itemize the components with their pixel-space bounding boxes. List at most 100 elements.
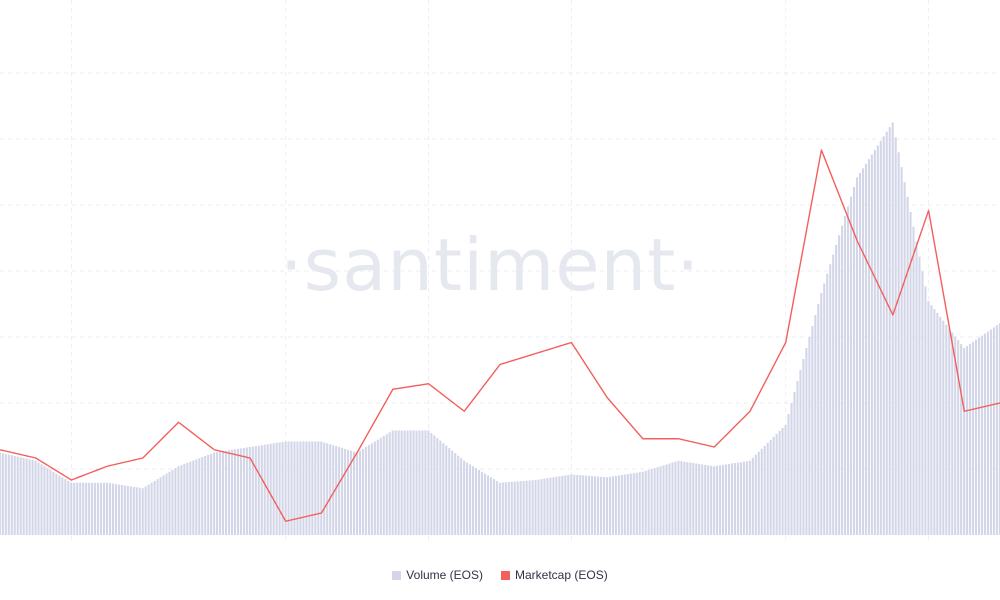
volume-bar (85, 482, 88, 535)
volume-bar (534, 480, 537, 535)
volume-bar (516, 481, 519, 536)
volume-bar (969, 343, 972, 536)
volume-bar (394, 430, 397, 535)
volume-bar (186, 462, 189, 535)
volume-bar (614, 475, 617, 536)
volume-bar (906, 196, 909, 536)
volume-bar (427, 430, 430, 535)
volume-bar (105, 482, 109, 535)
volume-bar (180, 465, 183, 535)
volume-bar (296, 441, 299, 535)
volume-bar (567, 474, 570, 535)
volume-bar (986, 331, 989, 535)
volume-bar (13, 455, 16, 535)
volume-bar (814, 315, 817, 535)
volume-bar (888, 127, 891, 535)
chart-canvas: ·santiment· 07 Aug 2210 Aug 2212 Aug 221… (0, 0, 1000, 540)
legend-item-volume[interactable]: Volume (EOS) (392, 568, 483, 582)
volume-bar (811, 326, 814, 535)
volume-bar (204, 455, 207, 535)
volume-bar (159, 477, 162, 535)
volume-bar (361, 448, 364, 535)
volume-bar (829, 264, 832, 536)
volume-bar (287, 441, 290, 535)
volume-bar (135, 487, 138, 535)
volume-bar (808, 337, 811, 535)
volume-bar (403, 430, 406, 535)
volume-bar (150, 482, 153, 535)
legend-item-marketcap[interactable]: Marketcap (EOS) (501, 568, 608, 582)
volume-bar (213, 452, 216, 535)
volume-bar (61, 477, 64, 535)
volume-bar (111, 483, 114, 535)
volume-bar (998, 323, 1000, 535)
volume-bar (844, 216, 847, 535)
volume-bar (850, 196, 853, 535)
volume-bar (314, 441, 317, 535)
volume-bar (751, 457, 754, 535)
volume-bar (501, 482, 504, 535)
volume-bar (489, 477, 492, 535)
volume-bar (772, 436, 775, 535)
volume-bar (347, 449, 350, 535)
volume-bar (352, 451, 356, 535)
volume-bar (870, 154, 873, 535)
volume-bar (364, 447, 367, 535)
volume-bar (153, 480, 156, 535)
volume-bar (915, 241, 918, 536)
volume-bar (623, 474, 626, 535)
volume-bar (754, 454, 757, 535)
volume-bar (957, 340, 960, 535)
volume-bar (329, 444, 332, 535)
volume-bar (864, 163, 867, 535)
volume-bar (736, 462, 739, 535)
volume-bar (183, 463, 186, 535)
volume-bar (480, 471, 484, 535)
volume-bar (350, 450, 353, 535)
volume-bar (626, 474, 629, 535)
volume-bar (4, 453, 7, 536)
volume-bar (730, 463, 734, 535)
volume-bar (100, 482, 103, 535)
volume-bar (129, 486, 132, 535)
volume-bar (531, 480, 534, 535)
volume-bar (722, 464, 725, 536)
volume-bar (778, 430, 781, 535)
volume-bar (930, 305, 933, 535)
volume-bar (507, 482, 510, 535)
volume-bar (733, 463, 737, 535)
volume-bar (257, 445, 260, 536)
volume-bar (927, 301, 930, 535)
volume-bar (28, 459, 31, 536)
volume-bar (222, 451, 225, 536)
volume-bar (117, 484, 120, 535)
volume-bar (739, 462, 742, 536)
volume-bar (632, 473, 635, 536)
volume-bar (454, 453, 457, 535)
volume-bar (278, 442, 281, 535)
volume-bar (781, 427, 784, 535)
volume-bar (385, 434, 388, 535)
volume-bar (936, 312, 939, 535)
volume-bar (308, 441, 311, 535)
volume-bar (162, 475, 165, 535)
volume-bar (97, 482, 100, 535)
volume-bar (909, 211, 912, 536)
volume-bar (855, 177, 859, 535)
volume-bar (210, 453, 213, 535)
volume-bar (644, 470, 647, 535)
volume-bar (498, 482, 501, 535)
volume-bar (787, 414, 790, 535)
volume-bar (439, 440, 442, 535)
volume-bar (290, 441, 293, 535)
volume-bar (281, 441, 284, 535)
volume-bar (34, 460, 37, 535)
volume-bar (275, 442, 278, 536)
volume-bar (174, 468, 177, 535)
volume-bar (885, 131, 888, 536)
volume-bar (873, 150, 876, 535)
volume-bar (332, 445, 335, 535)
volume-bar (70, 482, 73, 535)
volume-bar (638, 472, 641, 535)
volume-bar (573, 474, 576, 535)
